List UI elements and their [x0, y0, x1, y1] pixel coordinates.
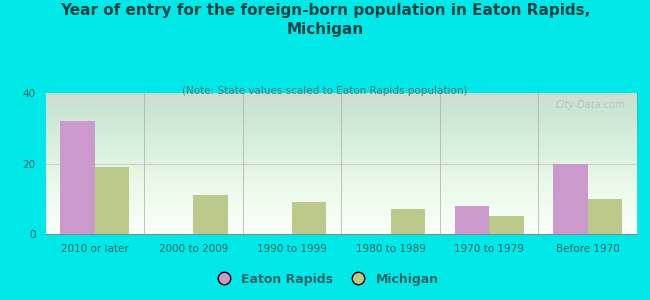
Bar	[553, 164, 588, 234]
Bar	[489, 216, 524, 234]
Bar	[60, 121, 95, 234]
Text: City-Data.com: City-Data.com	[556, 100, 625, 110]
Bar	[588, 199, 622, 234]
Text: (Note: State values scaled to Eaton Rapids population): (Note: State values scaled to Eaton Rapi…	[182, 85, 468, 95]
Bar	[292, 202, 326, 234]
Bar	[95, 167, 129, 234]
Text: Year of entry for the foreign-born population in Eaton Rapids,
Michigan: Year of entry for the foreign-born popul…	[60, 3, 590, 37]
Bar	[194, 195, 228, 234]
Legend: Eaton Rapids, Michigan: Eaton Rapids, Michigan	[206, 268, 444, 291]
Bar	[454, 206, 489, 234]
Bar	[391, 209, 425, 234]
